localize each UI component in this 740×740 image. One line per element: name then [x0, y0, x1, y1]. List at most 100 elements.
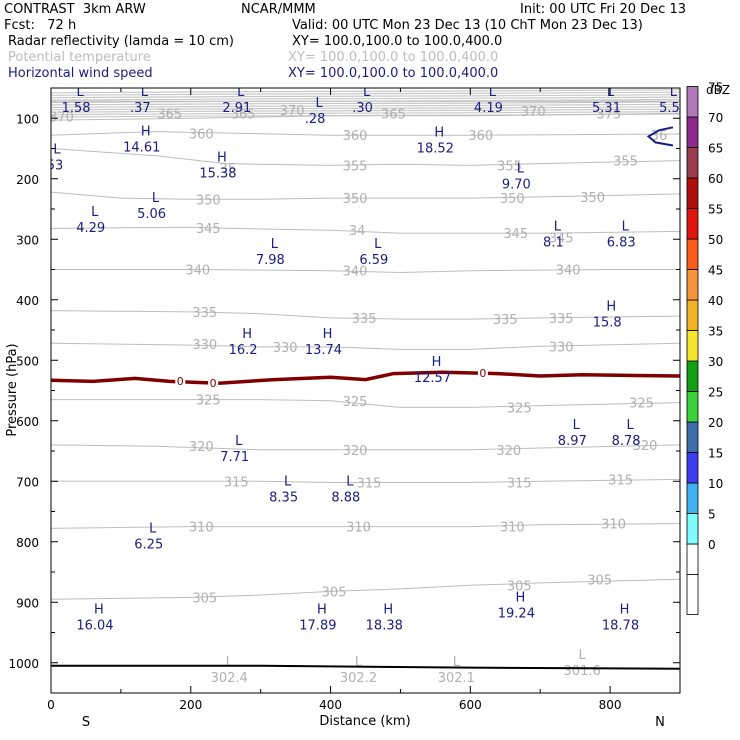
- wind-extremum-high: H: [620, 602, 630, 617]
- reflectivity-contour-label: 0: [210, 377, 217, 390]
- wind-extremum-value: 5.06: [137, 207, 166, 222]
- wind-extremum-value: 13.74: [305, 343, 342, 358]
- colorbar-swatch: [686, 421, 699, 453]
- theta-contour-stratosphere: [51, 101, 680, 106]
- theta-label: 365: [231, 107, 256, 122]
- colorbar-swatch: [686, 360, 699, 392]
- wind-extremum-low: L: [489, 85, 497, 100]
- wind-extremum-high: H: [432, 355, 442, 370]
- wind-extremum-low: L: [517, 161, 525, 176]
- field-name-reflectivity: Radar reflectivity (lamda = 10 cm): [8, 34, 234, 49]
- wind-extremum-low: L: [363, 85, 371, 100]
- theta-contour-350: [51, 191, 680, 200]
- theta-label: 320: [189, 440, 214, 455]
- colorbar-label: 40: [708, 294, 723, 308]
- colorbar-label: 10: [708, 477, 723, 491]
- field-xy-reflectivity: XY= 100.0,100.0 to 100.0,400.0: [292, 34, 503, 49]
- theta-contour-365: [51, 112, 680, 121]
- theta-label: 350: [343, 192, 368, 207]
- wind-extremum-high: H: [515, 590, 525, 605]
- theta-label: 335: [352, 312, 377, 327]
- colorbar-swatch: [686, 513, 699, 545]
- colorbar-swatch: [686, 208, 699, 240]
- wind-extremum-value: 18.78: [602, 618, 639, 633]
- theta-label: 325: [507, 401, 532, 416]
- wind-extremum-high: H: [383, 602, 393, 617]
- colorbar-label: 20: [708, 416, 723, 430]
- colorbar-label: 0: [708, 538, 716, 552]
- wind-extremum-value: 6.59: [359, 253, 388, 268]
- wind-extremum-value: 8.35: [269, 491, 298, 506]
- reflectivity-label-bg: [208, 377, 219, 389]
- theta-label: 315: [224, 475, 249, 490]
- wind-speed-contour: [646, 126, 674, 147]
- reflectivity-label-bg: [477, 366, 488, 378]
- colorbar-label: 75: [708, 81, 723, 95]
- theta-label: 335: [549, 312, 574, 327]
- wind-extremum-value: 15.38: [199, 166, 236, 181]
- wind-extremum-high: H: [434, 126, 444, 141]
- colorbar-swatch: [686, 238, 699, 270]
- plot-area: 370 365 365 370 365 370 375 360 360 360 36 35 355 355…: [49, 85, 680, 686]
- wind-extremum-high: H: [606, 299, 616, 314]
- x-end-label-right: N: [655, 715, 665, 730]
- wind-extremum-value: 8.88: [331, 491, 360, 506]
- wind-extremum-value: 18.38: [366, 618, 403, 633]
- theta-label: 335: [493, 313, 518, 328]
- wind-extremum-value: 6.25: [134, 537, 163, 552]
- theta-label: 315: [357, 476, 382, 491]
- theta-contour-stratosphere: [51, 103, 680, 108]
- wind-extremum-value: 19.24: [498, 606, 535, 621]
- theta-label: 375: [596, 107, 621, 122]
- colorbar-label: 30: [708, 355, 723, 369]
- wind-extremum-high: H: [323, 327, 333, 342]
- reflectivity-contour-label: 0: [177, 375, 184, 388]
- theta-label: 310: [189, 521, 214, 536]
- y-tick-label: 300: [16, 233, 39, 247]
- center-label: NCAR/MMM: [241, 2, 316, 17]
- theta-label: 355: [613, 155, 638, 170]
- y-tick-label: 900: [16, 596, 39, 610]
- theta-label: 305: [192, 591, 217, 606]
- theta-label: 360: [343, 129, 368, 144]
- wind-extremum-value: 8.97: [558, 434, 587, 449]
- field-xy-potential-temperature: XY= 100.0,100.0 to 100.0,400.0: [288, 50, 499, 65]
- x-tick-label: 600: [459, 698, 482, 712]
- colorbar-swatch-below: [686, 574, 699, 615]
- colorbar-swatch: [686, 452, 699, 484]
- wind-extremum-value: 17.89: [299, 618, 336, 633]
- y-tick-label: 700: [16, 475, 39, 489]
- theta-label: 34: [349, 224, 366, 239]
- wind-extremum-high: H: [217, 150, 227, 165]
- colorbar-swatch: [686, 299, 699, 331]
- theta-contour-305: [51, 578, 680, 600]
- colorbar-label: 15: [708, 447, 723, 461]
- x-tick-label: 0: [47, 698, 55, 712]
- colorbar-swatch: [686, 391, 699, 423]
- colorbar-label: 60: [708, 172, 723, 186]
- colorbar-label: 25: [708, 386, 723, 400]
- wind-extremum-value: 4.29: [76, 221, 105, 236]
- y-tick-label: 800: [16, 536, 39, 550]
- theta-label: 370: [49, 110, 74, 125]
- valid-time: Valid: 00 UTC Mon 23 Dec 13 (10 ChT Mon …: [292, 18, 643, 33]
- wind-extremum-low: L: [670, 85, 678, 100]
- field-name-potential-temperature: Potential temperature: [8, 50, 151, 65]
- wind-extremum-value: 5.5: [659, 101, 680, 116]
- wind-extremum-value: 2.91: [222, 101, 251, 116]
- colorbar-swatch: [686, 177, 699, 209]
- colorbar-swatch: [686, 543, 699, 575]
- theta-label: 35: [220, 162, 237, 177]
- y-tick-label: 600: [16, 415, 39, 429]
- plot-frame: [50, 87, 681, 694]
- wind-extremum-low: L: [149, 521, 157, 536]
- theta-label: 350: [500, 192, 525, 207]
- theta-min-value: 301.6: [564, 664, 601, 679]
- theta-label: 320: [633, 439, 658, 454]
- colorbar-swatch: [686, 482, 699, 514]
- theta-label: 305: [587, 573, 612, 588]
- theta-contour-stratosphere: [51, 89, 680, 94]
- wind-extremum-low: L: [607, 85, 615, 100]
- theta-contour-335: [51, 310, 680, 320]
